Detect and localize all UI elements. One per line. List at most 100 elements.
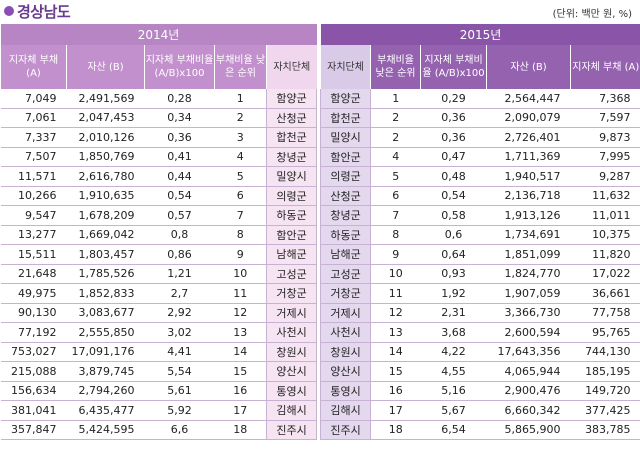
cell-2014-ratio: 5,61 [144, 381, 215, 401]
cell-2014-assets: 2,555,850 [66, 322, 145, 343]
cell-2015-debt: 377,425 [570, 400, 640, 421]
cell-2014-assets: 3,083,677 [66, 303, 145, 323]
cell-2015-name: 사천시 [320, 322, 372, 343]
cell-2014-name: 진주시 [265, 420, 318, 440]
table-row: 7,061 2,047,453 0,34 2 산청군 합천군 2 0,36 2,090,079 7… [0, 108, 640, 128]
col-header-2015-ratio: 지자체 부채비율 (A/B)x100 [420, 45, 487, 89]
cell-2015-ratio: 0,47 [420, 147, 487, 167]
table-row: 7,507 1,850,769 0,41 4 창녕군 함안군 4 0,47 1,711,369 7… [0, 147, 640, 167]
cell-2014-debt: 21,648 [0, 264, 67, 284]
cell-2015-name: 거창군 [320, 283, 372, 304]
cell-2015-name: 통영시 [320, 381, 372, 401]
cell-2014-assets: 1,910,635 [66, 186, 145, 206]
cell-2014-rank: 1 [214, 89, 267, 109]
cell-2015-assets: 4,065,944 [486, 361, 571, 382]
col-header-2014-name: 자치단체 [265, 45, 317, 89]
cell-2014-rank: 2 [214, 108, 267, 128]
cell-2014-ratio: 0,28 [144, 89, 215, 109]
cell-2014-debt: 15,511 [0, 244, 67, 265]
cell-2014-debt: 7,337 [0, 127, 67, 148]
cell-2015-debt: 744,130 [570, 342, 640, 362]
cell-2015-ratio: 0,6 [420, 225, 487, 245]
cell-2015-ratio: 3,68 [420, 322, 487, 343]
unit-note: (단위: 백만 원, %) [552, 9, 632, 20]
page-title: 경상남도 [4, 1, 71, 22]
cell-2015-name: 함안군 [320, 147, 372, 167]
table-row: 357,847 5,424,595 6,6 18 진주시 진주시 18 6,54 5,865,9… [0, 420, 640, 440]
cell-2014-rank: 4 [214, 147, 267, 167]
cell-2014-assets: 2,491,569 [66, 89, 145, 109]
cell-2015-name: 하동군 [320, 225, 372, 245]
cell-2014-ratio: 4,41 [144, 342, 215, 362]
year-header-row: 2014년 2015년 [0, 24, 640, 45]
table-row: 21,648 1,785,526 1,21 10 고성군 고성군 10 0,93 1,824,7… [0, 264, 640, 284]
cell-2014-ratio: 0,57 [144, 205, 215, 226]
cell-2014-name: 고성군 [265, 264, 318, 284]
table-row: 156,634 2,794,260 5,61 16 통영시 통영시 16 5,16 2,900,… [0, 381, 640, 401]
cell-2014-ratio: 2,7 [144, 283, 215, 304]
cell-2014-name: 김해시 [265, 400, 318, 421]
cell-2015-rank: 9 [370, 244, 421, 265]
cell-2015-debt: 9,287 [570, 166, 640, 187]
cell-2015-assets: 6,660,342 [486, 400, 571, 421]
cell-2014-rank: 10 [214, 264, 267, 284]
cell-2014-assets: 1,785,526 [66, 264, 145, 284]
cell-2014-rank: 3 [214, 127, 267, 148]
cell-2014-ratio: 2,92 [144, 303, 215, 323]
cell-2015-ratio: 0,64 [420, 244, 487, 265]
cell-2014-rank: 8 [214, 225, 267, 245]
cell-2015-debt: 17,022 [570, 264, 640, 284]
page-title-text: 경상남도 [17, 3, 71, 21]
year-2014-header: 2014년 [0, 24, 317, 45]
cell-2014-debt: 215,088 [0, 361, 67, 382]
col-header-2015-name: 자치단체 [320, 45, 371, 89]
cell-2014-rank: 11 [214, 283, 267, 304]
table-row: 15,511 1,803,457 0,86 9 남해군 남해군 9 0,64 1,851,099… [0, 244, 640, 265]
cell-2014-ratio: 0,34 [144, 108, 215, 128]
cell-2014-ratio: 0,36 [144, 127, 215, 148]
cell-2015-rank: 17 [370, 400, 421, 421]
cell-2014-name: 의령군 [265, 186, 318, 206]
cell-2015-rank: 10 [370, 264, 421, 284]
cell-2014-rank: 9 [214, 244, 267, 265]
cell-2015-debt: 36,661 [570, 283, 640, 304]
cell-2015-rank: 2 [370, 127, 421, 148]
cell-2015-debt: 185,195 [570, 361, 640, 382]
cell-2014-ratio: 1,21 [144, 264, 215, 284]
cell-2014-assets: 1,850,769 [66, 147, 145, 167]
cell-2014-name: 창원시 [265, 342, 318, 362]
cell-2014-ratio: 0,41 [144, 147, 215, 167]
cell-2014-rank: 12 [214, 303, 267, 323]
col-header-2015-assets: 자산 (B) [486, 45, 571, 89]
cell-2015-assets: 1,734,691 [486, 225, 571, 245]
cell-2014-assets: 1,669,042 [66, 225, 145, 245]
cell-2014-ratio: 6,6 [144, 420, 215, 440]
year-2015-header: 2015년 [320, 24, 640, 45]
cell-2014-ratio: 5,54 [144, 361, 215, 382]
cell-2014-name: 함안군 [265, 225, 318, 245]
cell-2015-ratio: 0,36 [420, 108, 487, 128]
title-row: 경상남도 (단위: 백만 원, %) [0, 0, 640, 22]
cell-2015-name: 산청군 [320, 186, 372, 206]
cell-2014-rank: 15 [214, 361, 267, 382]
gap [316, 45, 321, 89]
cell-2015-ratio: 0,48 [420, 166, 487, 187]
cell-2015-debt: 77,758 [570, 303, 640, 323]
cell-2014-ratio: 0,8 [144, 225, 215, 245]
cell-2015-ratio: 0,36 [420, 127, 487, 148]
table-row: 10,266 1,910,635 0,54 6 의령군 산청군 6 0,54 2,136,718… [0, 186, 640, 206]
cell-2014-name: 거제시 [265, 303, 318, 323]
cell-2015-rank: 4 [370, 147, 421, 167]
cell-2014-name: 창녕군 [265, 147, 318, 167]
cell-2014-debt: 49,975 [0, 283, 67, 304]
cell-2015-rank: 11 [370, 283, 421, 304]
cell-2015-rank: 2 [370, 108, 421, 128]
cell-2015-assets: 1,913,126 [486, 205, 571, 226]
table-row: 7,337 2,010,126 0,36 3 합천군 밀양시 2 0,36 2,726,401 9… [0, 127, 640, 148]
cell-2014-name: 사천시 [265, 322, 318, 343]
table-row: 7,049 2,491,569 0,28 1 함양군 함양군 1 0,29 2,564,447 7… [0, 89, 640, 109]
cell-2015-debt: 7,368 [570, 89, 640, 109]
cell-2015-debt: 95,765 [570, 322, 640, 343]
cell-2015-rank: 1 [370, 89, 421, 109]
cell-2015-ratio: 4,55 [420, 361, 487, 382]
